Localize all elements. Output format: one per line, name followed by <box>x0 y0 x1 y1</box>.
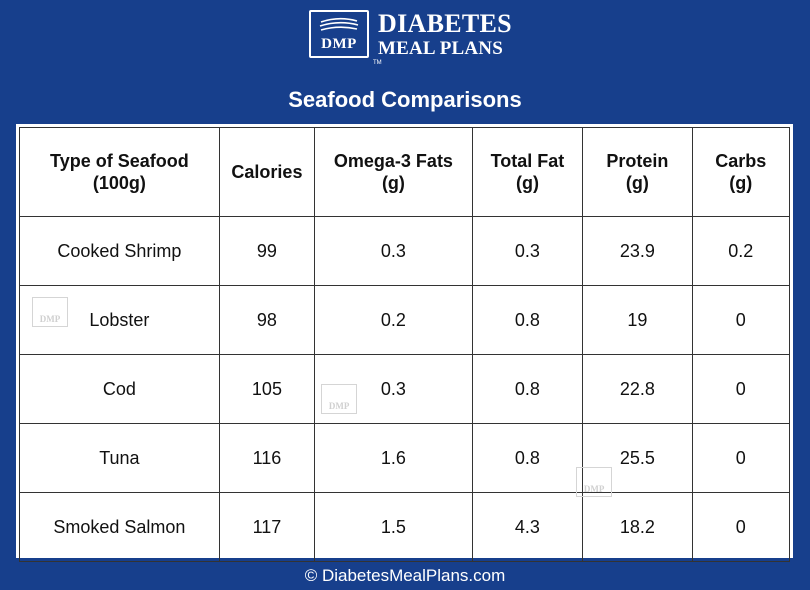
cell-total-fat: 4.3 <box>471 492 584 562</box>
cell-carbs: 0 <box>691 354 791 424</box>
cell-protein: DMP 25.5 <box>576 423 693 497</box>
cell-protein-value: 25.5 <box>619 447 655 468</box>
cell-carbs: 0.2 <box>691 216 791 286</box>
table-row: Tuna 116 1.6 0.8 DMP 25.5 0 <box>19 423 791 497</box>
table-header-row: Type of Seafood (100g) Calories Omega-3 F… <box>19 127 791 217</box>
brand-line-1: DIABETES <box>378 8 512 38</box>
header: DMP TM DIABETES MEAL PLANS Seafood Compa… <box>0 0 810 124</box>
cell-calories: 117 <box>218 492 316 562</box>
cell-total-fat: 0.8 <box>471 423 584 493</box>
cell-omega3: DMP 0.3 <box>314 354 473 424</box>
cell-protein: 23.9 <box>582 216 693 286</box>
brand-logo[interactable]: DMP TM DIABETES MEAL PLANS <box>309 8 512 66</box>
cell-protein: 22.8 <box>582 354 693 424</box>
cell-total-fat: 0.3 <box>471 216 584 286</box>
cell-type: Cod <box>19 354 220 424</box>
cell-omega3-value: 0.3 <box>380 378 406 399</box>
cell-calories: 105 <box>218 354 316 424</box>
header-calories: Calories <box>218 127 316 217</box>
watermark-logo: DMP <box>321 384 358 414</box>
cell-omega3: 1.6 <box>314 423 473 493</box>
header-omega3: Omega-3 Fats (g) <box>314 127 473 217</box>
brand-name: DIABETES MEAL PLANS <box>378 8 512 59</box>
cell-omega3: 0.3 <box>314 216 473 286</box>
comparison-table-container: Type of Seafood (100g) Calories Omega-3 F… <box>16 124 793 562</box>
trademark: TM <box>373 60 382 66</box>
table-row: DMP Lobster 98 0.2 0.8 19 0 <box>19 285 791 355</box>
cell-type: Tuna <box>19 423 220 493</box>
cell-carbs: 0 <box>691 423 791 493</box>
cell-protein: 19 <box>582 285 693 355</box>
table-row: Cooked Shrimp 99 0.3 0.3 23.9 0.2 <box>19 216 791 286</box>
header-protein: Protein (g) <box>582 127 693 217</box>
cell-type: DMP Lobster <box>19 285 220 355</box>
page-title: Seafood Comparisons <box>288 87 522 112</box>
cell-type-label: Lobster <box>89 309 150 330</box>
brand-line-2: MEAL PLANS <box>378 37 503 59</box>
cell-calories: 99 <box>218 216 316 286</box>
cell-calories: 116 <box>218 423 316 493</box>
watermark-logo: DMP <box>32 297 68 327</box>
logo-mark: DMP TM <box>309 10 382 66</box>
cell-omega3: 0.2 <box>314 285 473 355</box>
seafood-comparison-table: Type of Seafood (100g) Calories Omega-3 F… <box>19 127 791 562</box>
cell-total-fat: 0.8 <box>471 285 584 355</box>
cell-type: Cooked Shrimp <box>19 216 220 286</box>
cell-calories: 98 <box>218 285 316 355</box>
header-carbs: Carbs (g) <box>691 127 791 217</box>
footer-copyright[interactable]: © DiabetesMealPlans.com <box>304 566 506 585</box>
table-row: Smoked Salmon 117 1.5 4.3 18.2 0 <box>19 492 791 562</box>
cell-carbs: 0 <box>691 492 791 562</box>
cell-type: Smoked Salmon <box>19 492 220 562</box>
cell-omega3: 1.5 <box>314 492 473 562</box>
cell-carbs: 0 <box>691 285 791 355</box>
table-row: Cod 105 DMP 0.3 0.8 22.8 0 <box>19 354 791 424</box>
logo-initials: DMP <box>321 36 357 52</box>
cell-total-fat: 0.8 <box>471 354 584 424</box>
header-type: Type of Seafood (100g) <box>19 127 220 217</box>
plate-icon <box>319 17 359 31</box>
header-total-fat: Total Fat (g) <box>471 127 584 217</box>
cell-protein: 18.2 <box>582 492 693 562</box>
